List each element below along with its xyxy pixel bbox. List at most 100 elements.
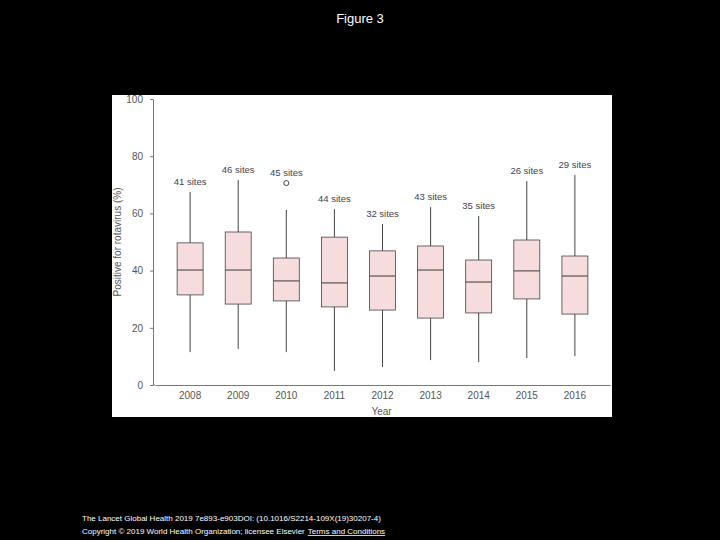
site-count: 45 sites bbox=[270, 167, 303, 178]
box bbox=[562, 175, 588, 356]
x-tick: 2014 bbox=[468, 385, 491, 401]
y-tick: 0 bbox=[137, 380, 153, 391]
terms-link[interactable]: Terms and Conditions bbox=[308, 527, 385, 536]
upper-whisker bbox=[238, 180, 239, 232]
site-count: 43 sites bbox=[414, 191, 447, 202]
site-count: 32 sites bbox=[366, 208, 399, 219]
x-tick-label: 2011 bbox=[324, 390, 346, 401]
box bbox=[370, 224, 396, 367]
x-tick-label: 2013 bbox=[419, 390, 442, 401]
lower-whisker bbox=[190, 295, 191, 352]
site-count: 29 sites bbox=[559, 159, 592, 170]
lower-whisker bbox=[526, 299, 527, 358]
x-tick: 2009 bbox=[227, 385, 250, 401]
upper-whisker bbox=[190, 192, 191, 243]
x-tick: 2012 bbox=[371, 385, 394, 401]
upper-whisker bbox=[430, 207, 431, 246]
y-axis-line bbox=[153, 100, 154, 386]
lower-whisker bbox=[286, 301, 287, 352]
x-tick: 2015 bbox=[516, 385, 539, 401]
upper-whisker bbox=[286, 210, 287, 258]
box bbox=[514, 181, 540, 358]
outlier bbox=[284, 181, 289, 186]
median bbox=[321, 282, 347, 283]
x-tick: 2008 bbox=[179, 385, 202, 401]
y-tick: 100 bbox=[126, 94, 153, 105]
y-tick: 40 bbox=[132, 265, 153, 276]
box bbox=[273, 181, 299, 353]
y-tick: 80 bbox=[132, 151, 153, 162]
upper-whisker bbox=[478, 216, 479, 260]
box-body bbox=[225, 232, 251, 304]
x-tick-label: 2016 bbox=[564, 390, 587, 401]
y-tick: 60 bbox=[132, 208, 153, 219]
box bbox=[466, 216, 492, 362]
lower-whisker bbox=[334, 307, 335, 371]
y-tick-label: 80 bbox=[132, 151, 144, 162]
x-axis-line bbox=[153, 385, 155, 386]
y-tick-label: 20 bbox=[132, 323, 144, 334]
box bbox=[225, 180, 251, 349]
upper-whisker bbox=[574, 175, 575, 256]
x-tick-label: 2010 bbox=[275, 390, 298, 401]
lower-whisker bbox=[238, 304, 239, 349]
site-count: 41 sites bbox=[174, 176, 207, 187]
median bbox=[466, 281, 492, 282]
box-body bbox=[370, 251, 396, 310]
median bbox=[370, 275, 396, 276]
copyright-text: Copyright © 2019 World Health Organizati… bbox=[82, 527, 305, 536]
x-tick: 2016 bbox=[564, 385, 587, 401]
upper-whisker bbox=[334, 209, 335, 237]
x-tick-label: 2015 bbox=[516, 390, 539, 401]
box-body bbox=[177, 243, 203, 295]
y-tick-label: 100 bbox=[126, 94, 143, 105]
source-note: The Lancet Global Health 2019 7e893-e903… bbox=[82, 514, 381, 523]
y-tick-mark bbox=[150, 213, 153, 214]
y-tick-label: 40 bbox=[132, 265, 144, 276]
x-tick: 2011 bbox=[324, 385, 346, 401]
y-tick: 20 bbox=[132, 323, 153, 334]
panel bbox=[112, 95, 612, 417]
box bbox=[177, 192, 203, 352]
box-body bbox=[466, 260, 492, 313]
median bbox=[273, 280, 299, 281]
y-axis: 0 20 40 60 80 100 bbox=[126, 94, 153, 391]
x-tick: 2010 bbox=[275, 385, 298, 401]
x-tick-label: 2014 bbox=[468, 390, 491, 401]
median bbox=[514, 270, 540, 271]
copyright-note: Copyright © 2019 World Health Organizati… bbox=[82, 527, 385, 536]
lower-whisker bbox=[574, 314, 575, 356]
x-axis-line bbox=[156, 385, 611, 386]
site-count: 35 sites bbox=[462, 200, 495, 211]
y-tick-mark bbox=[150, 328, 153, 329]
y-tick-label: 0 bbox=[137, 380, 143, 391]
median bbox=[225, 269, 251, 270]
x-tick-label: 2008 bbox=[179, 390, 202, 401]
y-tick-mark bbox=[150, 271, 153, 272]
box bbox=[321, 209, 347, 371]
x-tick: 2013 bbox=[419, 385, 442, 401]
x-axis-title: Year bbox=[371, 406, 392, 417]
site-count: 26 sites bbox=[510, 165, 543, 176]
title: Figure 3 bbox=[336, 11, 384, 26]
upper-whisker bbox=[526, 181, 527, 240]
y-tick-mark bbox=[150, 99, 153, 100]
x-tick-label: 2012 bbox=[371, 390, 394, 401]
figure: Figure 3 0 20 40 60 80 100 2008 2009 2010 2011 2012… bbox=[0, 0, 720, 540]
x-tick-label: 2009 bbox=[227, 390, 250, 401]
lower-whisker bbox=[478, 313, 479, 362]
lower-whisker bbox=[430, 318, 431, 360]
box-body bbox=[418, 246, 444, 318]
box-body bbox=[562, 256, 588, 314]
y-axis-title: Positive for rotavirus (%) bbox=[112, 188, 123, 297]
box-body bbox=[321, 237, 347, 307]
median bbox=[562, 275, 588, 276]
x-axis: 2008 2009 2010 2011 2012 2013 2014 2015 2016 bbox=[156, 385, 611, 401]
box-body bbox=[273, 258, 299, 301]
y-tick-mark bbox=[150, 385, 153, 386]
background bbox=[0, 0, 720, 540]
box-body bbox=[514, 240, 540, 299]
site-count: 46 sites bbox=[222, 164, 255, 175]
median bbox=[177, 269, 203, 270]
y-tick-mark bbox=[150, 156, 153, 157]
